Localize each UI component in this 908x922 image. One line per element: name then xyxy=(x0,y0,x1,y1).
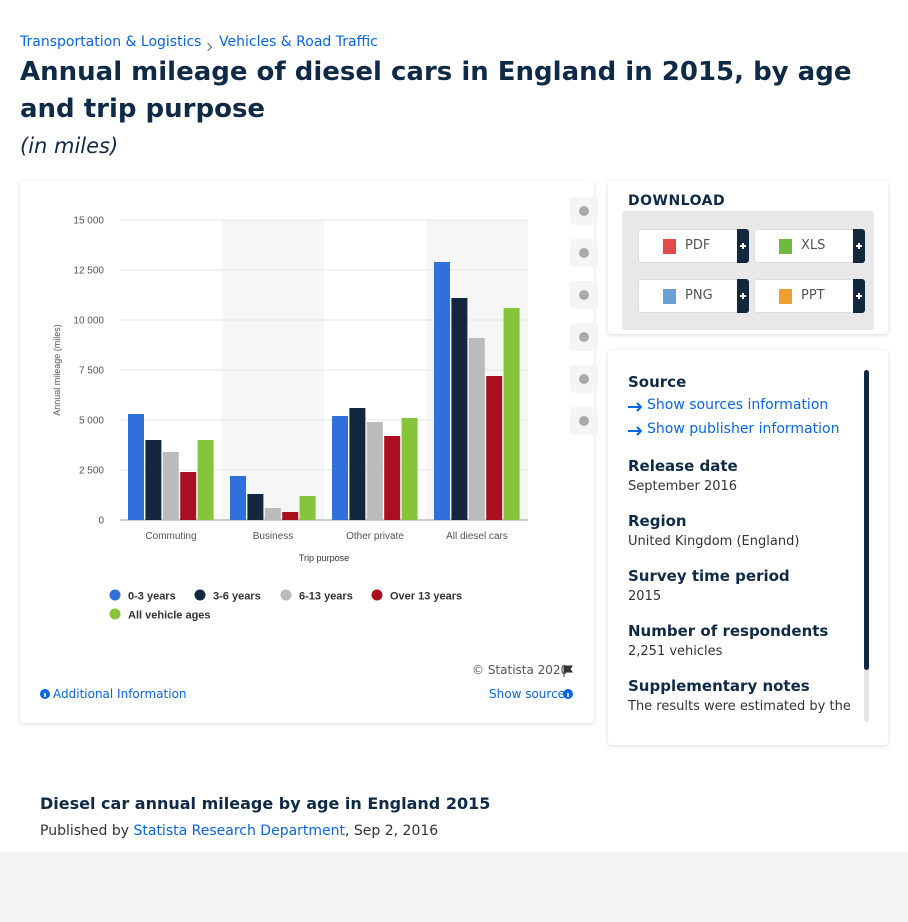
legend-label: Over 13 years xyxy=(390,591,462,603)
y-tick-label: 10 000 xyxy=(73,316,104,327)
bar xyxy=(451,298,468,520)
y-tick-label: 5 000 xyxy=(79,416,104,427)
chart-card: 0 2 500 5 000 7 500 10 000 12 500 15 000 Annual… xyxy=(20,181,598,723)
legend-label: 3-6 years xyxy=(213,591,261,603)
chart: 0 2 500 5 000 7 500 10 000 12 500 15 000 Annual… xyxy=(52,216,528,622)
byline: Published by Statista Research Departmen… xyxy=(40,823,438,839)
bar xyxy=(332,416,348,520)
info-icon xyxy=(563,689,573,699)
y-tick-label: 7 500 xyxy=(79,366,104,377)
y-tick-label: 2 500 xyxy=(79,466,104,477)
details-card: Source Show sources information Show pub… xyxy=(608,350,888,745)
x-tick-label: Commuting xyxy=(145,531,196,542)
detail-label: Survey time period xyxy=(628,567,790,585)
format: PPT xyxy=(801,288,825,303)
cite-button[interactable] xyxy=(570,365,598,393)
bar xyxy=(486,376,503,520)
bar xyxy=(384,436,401,520)
detail-value: United Kingdom (England) xyxy=(628,534,800,549)
y-tick-label: 0 xyxy=(98,516,104,527)
breadcrumb[interactable]: Vehicles & Road Traffic xyxy=(219,34,378,50)
arrow-icon xyxy=(628,402,643,412)
x-axis-title: Trip purpose xyxy=(299,553,349,563)
legend-label: All vehicle ages xyxy=(128,610,211,622)
download-card: DOWNLOAD PDF XLS PNG PPT xyxy=(608,181,888,334)
bar xyxy=(145,440,162,520)
xls-button[interactable]: XLS xyxy=(754,229,865,263)
bar xyxy=(128,414,144,520)
bar xyxy=(282,512,299,520)
detail-label: Number of respondents xyxy=(628,622,829,640)
bar xyxy=(197,440,214,520)
sources-link[interactable]: Show sources information xyxy=(647,397,829,413)
legend-marker xyxy=(371,589,383,601)
detail-value: 2,251 vehicles xyxy=(628,644,723,659)
detail-value: September 2016 xyxy=(628,479,738,494)
detail-value: The results were estimated by the xyxy=(628,699,851,714)
arrow-icon xyxy=(628,426,643,436)
copyright: © Statista 2020 xyxy=(472,663,569,677)
detail-label: Supplementary notes xyxy=(628,677,810,695)
ppt-button[interactable]: PPT xyxy=(754,279,865,313)
legend-label: 0-3 years xyxy=(128,591,176,603)
print-button[interactable] xyxy=(570,407,598,435)
x-tick-label: Other private xyxy=(346,531,404,542)
legend-marker xyxy=(109,608,121,620)
settings-button[interactable] xyxy=(570,281,598,309)
legend-marker xyxy=(109,589,121,601)
png-button[interactable]: PNG xyxy=(638,279,749,313)
flag-icon[interactable] xyxy=(562,665,574,677)
footer-band xyxy=(0,852,908,922)
subtitle: (in miles) xyxy=(20,134,119,158)
bar xyxy=(366,422,383,520)
format: XLS xyxy=(801,238,826,253)
bar xyxy=(503,308,520,520)
legend-marker xyxy=(280,589,292,601)
detail-label: Region xyxy=(628,512,687,530)
info-icon xyxy=(40,689,50,699)
byline-prefix: Published by xyxy=(40,823,130,839)
download-heading: DOWNLOAD xyxy=(628,193,726,209)
bar xyxy=(264,508,281,520)
detail-label: Release date xyxy=(628,457,738,475)
page-title: Annual mileage of diesel cars in England… xyxy=(20,57,852,124)
chevron xyxy=(203,42,213,52)
format: PDF xyxy=(685,238,711,253)
bar xyxy=(434,262,450,520)
alert-button[interactable] xyxy=(570,239,598,267)
download-box: PDF XLS PNG PPT xyxy=(622,211,874,330)
legend-marker xyxy=(194,589,206,601)
y-tick-label: 15 000 xyxy=(73,216,104,227)
show-source-link[interactable]: Show source xyxy=(489,687,566,701)
y-axis-title: Annual mileage (miles) xyxy=(52,324,62,416)
author-link[interactable]: Statista Research Department xyxy=(133,823,346,839)
bar xyxy=(180,472,197,520)
bar xyxy=(349,408,366,520)
publisher-link[interactable]: Show publisher information xyxy=(647,421,840,437)
favorite-button[interactable] xyxy=(570,197,598,225)
format: PNG xyxy=(685,288,713,303)
bar xyxy=(401,418,418,520)
bar xyxy=(162,452,179,520)
bar xyxy=(230,476,246,520)
legend-label: 6-13 years xyxy=(299,591,353,603)
additional-info-link[interactable]: Additional Information xyxy=(53,687,187,701)
share-button[interactable] xyxy=(570,323,598,351)
source-heading: Source xyxy=(628,373,687,391)
scrollbar[interactable] xyxy=(864,370,869,722)
y-tick-label: 12 500 xyxy=(73,266,104,277)
bar xyxy=(247,494,264,520)
x-tick-label: All diesel cars xyxy=(446,531,508,542)
breadcrumb[interactable]: Transportation & Logistics xyxy=(20,34,202,50)
pdf-button[interactable]: PDF xyxy=(638,229,749,263)
article-title: Diesel car annual mileage by age in Engl… xyxy=(40,794,491,813)
detail-value: 2015 xyxy=(628,589,662,604)
date: , Sep 2, 2016 xyxy=(345,823,439,839)
x-tick-label: Business xyxy=(253,531,294,542)
bar xyxy=(299,496,316,520)
bar xyxy=(468,338,485,520)
